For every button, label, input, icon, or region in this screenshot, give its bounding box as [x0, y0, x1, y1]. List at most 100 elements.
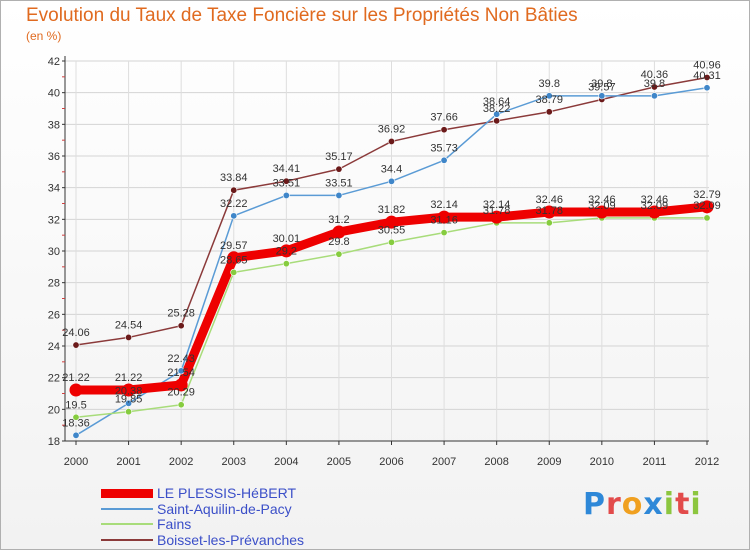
data-point-0 [647, 205, 661, 219]
data-point-0 [542, 205, 556, 219]
data-point-1 [387, 177, 395, 185]
data-point-3 [703, 73, 711, 81]
data-point-1 [72, 431, 80, 439]
data-label: 39.57 [588, 81, 616, 93]
data-label: 20.38 [115, 385, 143, 397]
data-point-3 [650, 83, 658, 91]
legend-item-boisset-les-prevanches[interactable]: Boisset-les-Prévanches [101, 532, 304, 548]
data-label: 32.79 [693, 189, 721, 201]
logo-letter: P [583, 487, 606, 522]
y-tick-label: 40 [48, 88, 60, 100]
y-tick-label: 30 [48, 246, 60, 258]
x-tick-label: 2005 [327, 456, 351, 468]
data-label: 24.54 [115, 319, 143, 331]
data-label: 31.2 [328, 214, 349, 226]
y-tick-label: 38 [48, 119, 60, 131]
data-point-2 [72, 413, 80, 421]
data-point-1 [125, 399, 133, 407]
data-label: 39.8 [591, 78, 612, 90]
y-tick-label: 42 [48, 56, 60, 68]
data-label: 35.17 [325, 151, 353, 163]
data-label: 32.14 [430, 199, 458, 211]
data-label: 33.51 [273, 177, 301, 189]
data-label: 39.8 [644, 78, 665, 90]
x-tick-label: 2012 [695, 456, 719, 468]
data-point-3 [72, 341, 80, 349]
data-label: 24.06 [62, 327, 90, 339]
data-point-3 [335, 165, 343, 173]
data-point-0 [227, 251, 241, 265]
data-point-0 [279, 244, 293, 258]
data-point-3 [493, 117, 501, 125]
data-point-1 [440, 156, 448, 164]
data-point-3 [177, 322, 185, 330]
x-tick-label: 2007 [432, 456, 456, 468]
data-point-0 [174, 378, 188, 392]
data-label: 32.22 [220, 198, 248, 210]
data-label: 18.36 [62, 417, 90, 429]
data-label: 21.22 [62, 372, 90, 384]
data-label: 34.41 [273, 163, 301, 175]
data-point-0 [700, 200, 714, 214]
data-label: 37.66 [430, 112, 458, 124]
data-label: 40.31 [693, 70, 721, 82]
legend-swatch [101, 508, 153, 510]
data-point-0 [437, 210, 451, 224]
data-point-1 [177, 367, 185, 375]
data-label: 32.46 [641, 194, 669, 206]
data-point-0 [385, 215, 398, 229]
data-point-0 [332, 225, 346, 239]
data-point-0 [122, 383, 136, 397]
data-label: 32.09 [588, 200, 616, 212]
y-tick-label: 36 [48, 151, 60, 163]
legend-item-saint-aquilin-de-pacy[interactable]: Saint-Aquilin-de-Pacy [101, 501, 292, 517]
y-tick-label: 20 [48, 404, 60, 416]
data-point-2 [335, 250, 343, 258]
data-label: 31.16 [430, 215, 458, 227]
data-label: 21.54 [167, 367, 195, 379]
data-label: 32.46 [535, 194, 563, 206]
logo-letter: x [643, 487, 664, 522]
data-point-2 [177, 401, 185, 409]
data-label: 38.79 [535, 94, 563, 106]
data-point-2 [125, 408, 133, 416]
legend-swatch [101, 523, 153, 525]
data-point-2 [387, 238, 395, 246]
data-label: 21.22 [115, 372, 143, 384]
y-tick-label: 22 [48, 373, 60, 385]
y-tick-label: 34 [48, 183, 60, 195]
x-tick-label: 2003 [222, 456, 246, 468]
legend-item-fains[interactable]: Fains [101, 516, 191, 532]
data-label: 25.28 [167, 308, 195, 320]
y-tick-label: 32 [48, 214, 60, 226]
data-label: 38.22 [483, 103, 511, 115]
data-label: 19.85 [115, 394, 143, 406]
y-tick-label: 24 [48, 341, 60, 353]
data-label: 31.78 [483, 205, 511, 217]
data-label: 40.96 [693, 59, 721, 71]
data-point-1 [335, 191, 343, 199]
data-point-2 [282, 260, 290, 268]
data-label: 40.36 [641, 69, 669, 81]
data-label: 29.8 [328, 236, 349, 248]
legend-label: Boisset-les-Prévanches [157, 532, 305, 548]
legend-swatch [101, 488, 153, 498]
data-label: 29.2 [276, 246, 297, 258]
data-labels: 24.06 24.54 25.28 33.84 34.41 35.17 36.92 37.66… [62, 59, 721, 429]
data-label: 32.14 [483, 199, 511, 211]
data-label: 33.84 [220, 172, 248, 184]
y-tick-label: 26 [48, 309, 60, 321]
legend-item-le-plessis-hebert[interactable]: LE PLESSIS-HéBERT [101, 485, 296, 501]
data-label: 31.78 [535, 205, 563, 217]
data-label: 32.46 [588, 194, 616, 206]
data-label: 28.65 [220, 254, 248, 266]
legend-label: Fains [157, 516, 192, 532]
logo-letter: o [621, 487, 644, 522]
data-label: 30.01 [273, 233, 301, 245]
data-label: 20.29 [167, 387, 195, 399]
chart-unit-label: (en %) [26, 29, 62, 43]
data-point-3 [440, 126, 448, 134]
legend-label: Saint-Aquilin-de-Pacy [157, 501, 292, 517]
data-point-1 [282, 191, 290, 199]
